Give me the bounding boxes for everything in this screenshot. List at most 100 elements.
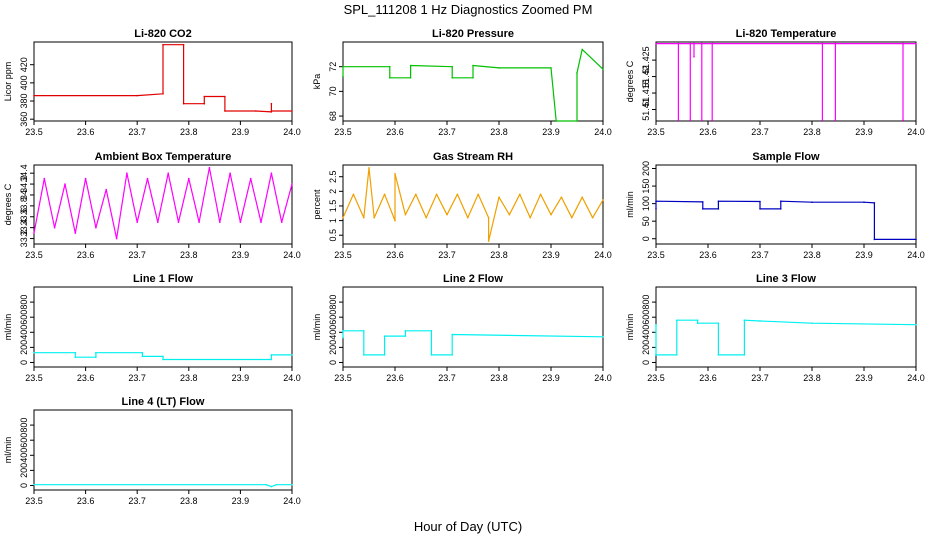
data-point — [472, 64, 474, 67]
y-tick-label: 200 — [641, 340, 651, 355]
data-point — [717, 200, 720, 202]
panel-title: Line 3 Flow — [756, 273, 816, 285]
x-tick-label: 23.9 — [232, 373, 250, 383]
x-tick-label: 23.8 — [803, 373, 821, 383]
data-point — [529, 216, 531, 219]
data-point — [780, 208, 782, 210]
x-tick-label: 23.7 — [438, 373, 456, 383]
data-point — [676, 354, 678, 356]
panel-title: Line 4 (LT) Flow — [122, 396, 205, 408]
data-point — [383, 354, 386, 356]
y-tick-label: 800 — [19, 295, 29, 310]
data-point — [873, 202, 876, 204]
x-tick-label: 23.5 — [334, 250, 352, 260]
data-point — [655, 200, 657, 202]
data-point — [249, 177, 252, 180]
y-tick-label: 200 — [19, 463, 29, 478]
y-axis-label: ml/min — [3, 314, 13, 341]
y-tick-label: 200 — [641, 161, 651, 176]
x-tick-label: 23.8 — [490, 250, 508, 260]
y-tick-label: 34.2 — [19, 175, 29, 193]
plot-frame — [655, 41, 917, 122]
data-point — [759, 208, 761, 210]
plot-frame — [33, 409, 293, 491]
data-point — [701, 42, 703, 45]
x-tick-label: 23.7 — [128, 250, 146, 260]
x-tick-label: 24.0 — [594, 373, 612, 383]
figure-title: SPL_111208 1 Hz Diagnostics Zoomed PM — [344, 2, 593, 17]
data-point — [655, 323, 657, 326]
plot-frame — [342, 41, 604, 122]
data-point — [389, 65, 391, 68]
data-point — [342, 75, 344, 78]
y-tick-label: 400 — [19, 75, 29, 90]
data-point — [53, 226, 56, 229]
data-point — [415, 193, 417, 196]
data-point — [342, 336, 344, 339]
y-tick-label: 600 — [19, 433, 29, 448]
data-point — [602, 336, 604, 338]
x-tick-label: 23.9 — [232, 127, 250, 137]
x-tick-label: 23.9 — [542, 250, 560, 260]
plot-frame — [342, 164, 604, 245]
data-point — [146, 177, 149, 180]
data-point — [260, 221, 262, 223]
plot-frame — [655, 286, 917, 368]
data-point — [446, 213, 448, 216]
x-tick-label: 23.8 — [180, 373, 198, 383]
data-point — [602, 68, 604, 70]
series-line — [33, 167, 293, 240]
data-point — [270, 354, 273, 356]
y-tick-label: 0.5 — [328, 229, 338, 242]
data-point — [602, 199, 604, 201]
y-tick-label: 1 — [328, 218, 338, 223]
x-tick-label: 23.9 — [855, 250, 873, 260]
x-tick-label: 23.9 — [542, 127, 560, 137]
data-point — [270, 358, 273, 361]
data-point — [342, 65, 344, 68]
data-point — [451, 65, 454, 68]
y-tick-label: 51.41 — [641, 98, 651, 121]
data-point — [136, 94, 138, 97]
data-point — [780, 200, 782, 202]
data-point — [404, 335, 407, 337]
data-point — [498, 196, 500, 198]
y-tick-label: 33.4 — [19, 219, 29, 237]
data-point — [834, 42, 837, 45]
x-tick-label: 24.0 — [594, 250, 612, 260]
data-point — [198, 221, 200, 223]
x-tick-label: 23.6 — [77, 127, 95, 137]
x-tick-label: 23.6 — [699, 373, 717, 383]
data-point — [655, 208, 657, 210]
data-point — [224, 110, 226, 112]
data-point — [270, 110, 273, 112]
data-point — [224, 95, 226, 98]
data-point — [696, 319, 699, 322]
x-tick-label: 23.6 — [386, 250, 404, 260]
data-point — [821, 119, 824, 122]
y-axis-label: degrees C — [625, 60, 635, 102]
x-tick-label: 24.0 — [594, 127, 612, 137]
data-point — [136, 221, 138, 223]
data-point — [352, 193, 355, 196]
data-point — [74, 356, 77, 359]
data-point — [811, 322, 813, 325]
data-point — [33, 483, 35, 486]
y-axis-label: kPa — [312, 74, 322, 90]
y-tick-label: 34 — [19, 190, 29, 200]
data-point — [105, 188, 107, 191]
x-tick-label: 24.0 — [907, 373, 925, 383]
y-tick-label: 1.5 — [328, 200, 338, 213]
data-point — [182, 43, 185, 46]
y-axis-label: ml/min — [3, 437, 13, 464]
x-tick-label: 23.5 — [647, 373, 665, 383]
y-tick-label: 380 — [19, 94, 29, 109]
y-tick-label: 2 — [328, 189, 338, 194]
x-tick-label: 23.7 — [751, 127, 769, 137]
y-tick-label: 200 — [19, 340, 29, 355]
data-point — [265, 483, 268, 486]
x-tick-label: 24.0 — [907, 127, 925, 137]
y-tick-label: 0 — [19, 360, 29, 365]
data-point — [33, 351, 35, 354]
y-tick-label: 50 — [641, 216, 651, 226]
